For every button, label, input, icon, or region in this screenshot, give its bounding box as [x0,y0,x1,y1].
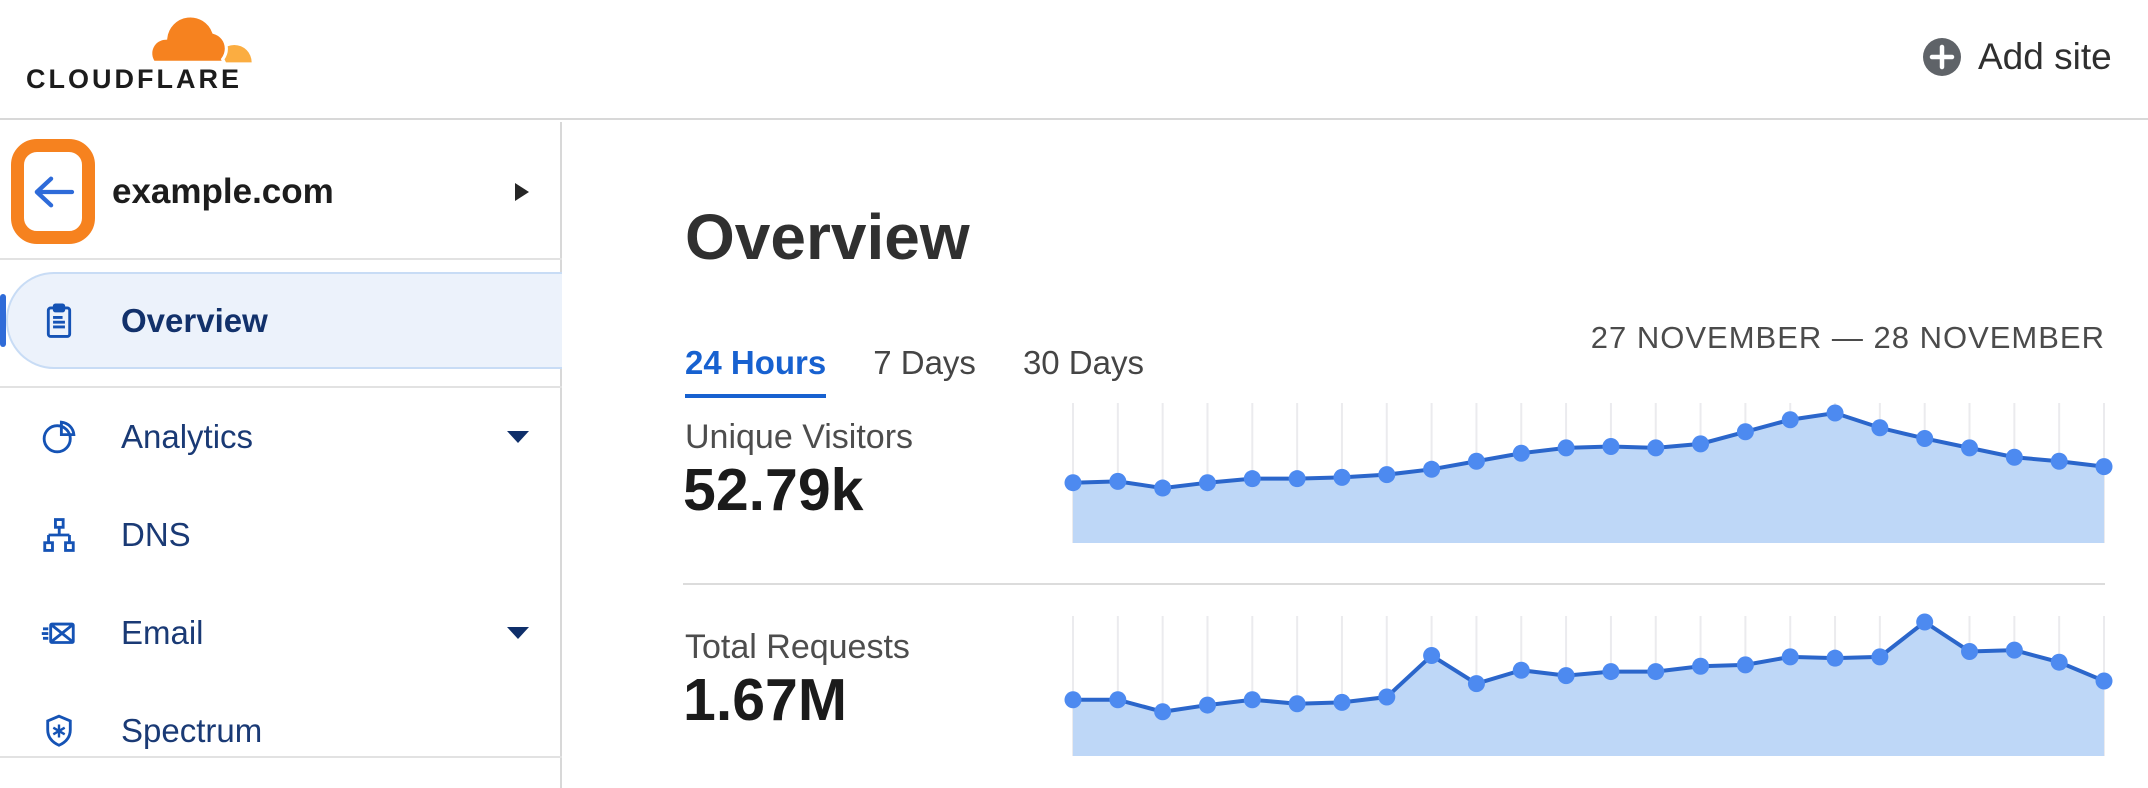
site-name: example.com [112,172,334,211]
metric-label-total-requests: Total Requests [685,628,910,666]
sitemap-icon [43,518,75,552]
envelope-icon [41,622,75,644]
site-switcher-expand-icon[interactable] [514,182,530,202]
metric-value-total-requests: 1.67M [683,667,847,733]
tab-7-days[interactable]: 7 Days [873,344,976,381]
tab-30-days[interactable]: 30 Days [1022,344,1144,381]
sidebar-item-label: Analytics [121,418,254,455]
sidebar-item-label: Spectrum [121,712,263,749]
sidebar-item-label: Overview [121,302,268,339]
date-range-label: 27 NOVEMBER — 28 NOVEMBER [1590,320,2105,355]
sidebar-item-label: Email [121,614,204,651]
unique-visitors-chart[interactable] [1064,403,2113,545]
metric-label-unique-visitors: Unique Visitors [685,418,914,456]
metrics-row-divider [683,583,2105,585]
plus-icon [1923,38,1961,76]
main-content: Overview 24 Hours 7 Days 30 Days 27 NOVE… [683,122,2148,788]
sidebar-item-dns[interactable]: DNS [0,486,560,584]
arrow-left-icon [34,176,75,207]
sidebar-item-analytics[interactable]: Analytics [0,388,560,486]
time-range-tabs: 24 Hours 7 Days 30 Days [685,344,1144,398]
cloudflare-logo-text: CLOUDFLARE [26,64,242,94]
back-button[interactable] [11,139,95,244]
cloudflare-logo[interactable]: CLOUDFLARE [26,4,258,104]
chevron-down-icon[interactable] [506,430,530,444]
active-item-background [6,272,562,369]
sidebar: example.com Overview [0,122,562,788]
active-item-indicator [0,294,6,347]
tab-24-hours[interactable]: 24 Hours [685,344,827,398]
cloudflare-cloud-icon [149,14,252,64]
sidebar-item-spectrum[interactable]: Spectrum [0,682,560,780]
sidebar-item-overview[interactable]: Overview [0,272,560,370]
page-title: Overview [685,201,970,273]
sidebar-divider [0,258,562,260]
total-requests-chart[interactable] [1064,613,2113,758]
clipboard-icon [46,303,72,338]
sidebar-item-label: DNS [121,516,191,553]
sidebar-item-email[interactable]: Email [0,584,560,682]
sidebar-divider [0,386,562,388]
top-header: CLOUDFLARE Add site [0,0,2148,120]
add-site-button[interactable]: Add site [1922,36,2112,78]
add-site-label: Add site [1978,36,2112,77]
sidebar-divider [0,756,562,758]
metric-value-unique-visitors: 52.79k [683,457,864,523]
shield-icon [46,714,72,747]
chevron-down-icon[interactable] [506,626,530,640]
pie-chart-icon [42,420,76,454]
